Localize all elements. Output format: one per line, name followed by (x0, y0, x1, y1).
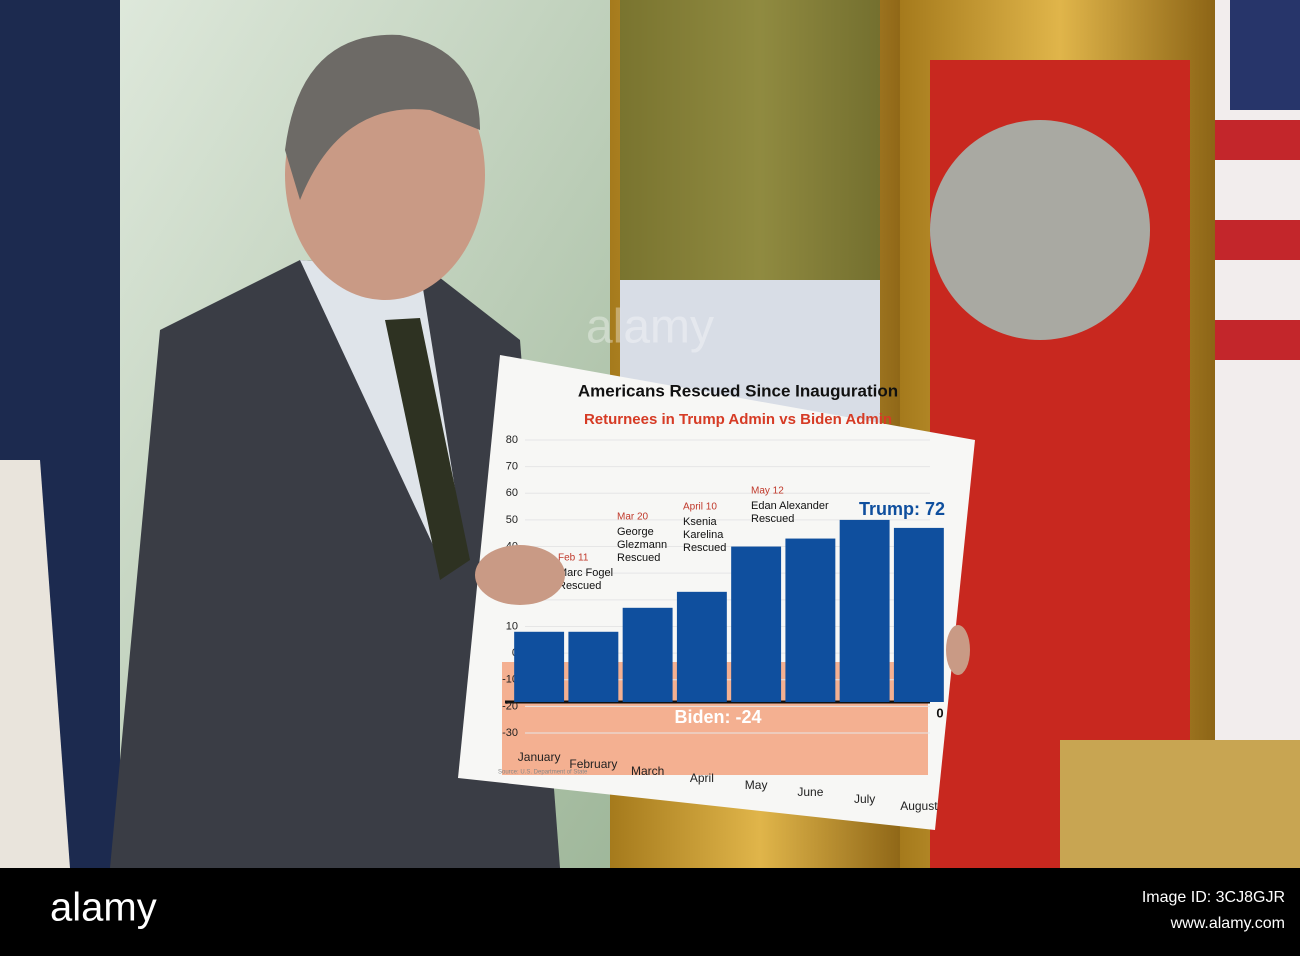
annotation-text: Rescued (683, 542, 726, 554)
annotation-text: Edan Alexander (751, 500, 829, 512)
bar (839, 519, 890, 702)
x-tick-label: July (854, 792, 875, 806)
annotation-date: Feb 11 (558, 553, 589, 564)
x-tick-label: January (518, 750, 561, 764)
hair (285, 34, 480, 200)
chart-title: Americans Rescued Since Inauguration (578, 381, 898, 400)
biden-label: Biden: -24 (674, 707, 761, 727)
y-tick-label: 50 (506, 514, 518, 526)
y-tick-label: 10 (506, 620, 518, 632)
chart: Americans Rescued Since Inauguration Ret… (498, 381, 945, 813)
hand (946, 625, 970, 675)
annotation-date: April 10 (683, 502, 717, 513)
annotation-text: Rescued (558, 580, 601, 592)
person-left (0, 460, 70, 868)
tie (385, 318, 470, 580)
y-tick-label: 70 (506, 461, 518, 473)
hand (475, 545, 565, 605)
x-tick-label: August (900, 799, 938, 813)
bar (622, 607, 673, 702)
streamers (620, 0, 880, 280)
chart-subtitle: Returnees in Trump Admin vs Biden Admin (584, 411, 892, 428)
source: Source: U.S. Department of State (498, 770, 588, 776)
footer (0, 868, 1300, 956)
annotation-text: Glezmann (617, 539, 667, 551)
marine-emblem (930, 120, 1150, 340)
suit (110, 260, 560, 868)
footer-url: www.alamy.com (1170, 915, 1285, 932)
trump-label: Trump: 72 (859, 499, 945, 519)
baseline-label: 0 (936, 705, 943, 720)
x-tick-label: June (797, 785, 823, 799)
bar (568, 631, 619, 702)
x-tick-label: March (631, 764, 664, 778)
annotation-text: Marc Fogel (558, 567, 613, 579)
annotation-text: Ksenia (683, 516, 718, 528)
watermark: alamy (586, 301, 714, 354)
bar (785, 538, 836, 702)
footer-logo: alamy (50, 886, 157, 930)
stripe (1215, 320, 1300, 360)
annotation-text: Karelina (683, 529, 724, 541)
y-tick-label: -30 (502, 727, 518, 739)
bar (731, 546, 782, 702)
y-tick-label: -20 (502, 700, 518, 712)
canton (1230, 0, 1300, 110)
annotation-date: May 12 (751, 486, 784, 497)
image-id: Image ID: 3CJ8GJR (1142, 889, 1285, 906)
bar (676, 591, 727, 702)
annotation-text: Rescued (617, 552, 660, 564)
y-tick-label: 80 (506, 434, 518, 446)
stripe (1215, 220, 1300, 260)
y-tick-label: -10 (502, 674, 518, 686)
y-tick-label: 60 (506, 487, 518, 499)
bar (514, 631, 565, 702)
x-tick-label: February (569, 757, 617, 771)
x-tick-label: May (745, 778, 768, 792)
bar (893, 527, 944, 702)
stripe (1215, 120, 1300, 160)
annotation-text: George (617, 526, 654, 538)
picture-frames (1060, 740, 1300, 868)
annotation-date: Mar 20 (617, 512, 649, 523)
annotation-text: Rescued (751, 513, 794, 525)
x-tick-label: April (690, 771, 714, 785)
